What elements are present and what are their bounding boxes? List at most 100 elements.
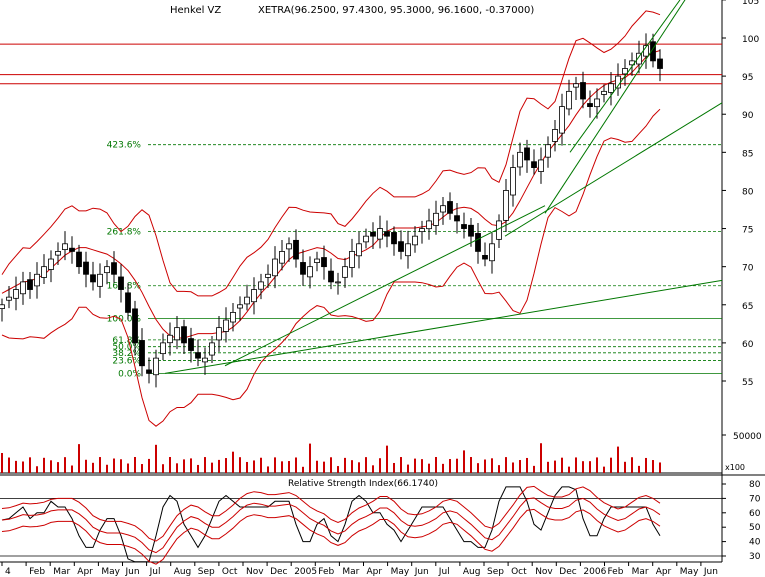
trendline-steep — [544, 0, 686, 214]
candle-body — [517, 151, 523, 168]
volume-bar — [197, 464, 199, 473]
volume-bar — [603, 466, 605, 473]
volume-bar — [505, 457, 507, 473]
candle-body — [97, 273, 103, 287]
x-tick-label: Sep — [487, 567, 504, 577]
candle-body — [356, 243, 362, 257]
volume-bar — [442, 463, 444, 473]
candle-body — [608, 83, 614, 93]
volume-bar — [211, 462, 213, 473]
x-tick-label: Sep — [198, 567, 215, 577]
price-y-tick-label: 70 — [742, 264, 754, 274]
volume-bar — [120, 459, 122, 473]
rsi-y-tick-label: 50 — [749, 523, 761, 533]
candle-body — [160, 342, 166, 355]
candle-body — [636, 52, 642, 65]
x-tick-label: Apr — [656, 567, 672, 577]
volume-y-tick-label: 50000 — [733, 432, 762, 442]
volume-bar — [414, 458, 416, 473]
bollinger-upper — [1, 10, 661, 297]
volume-bar — [141, 464, 143, 473]
candle-body — [174, 327, 180, 341]
volume-bar — [575, 457, 577, 473]
x-tick-label: May — [101, 567, 120, 577]
volume-bar — [407, 464, 409, 473]
volume-bar — [22, 461, 24, 473]
candle-body — [48, 258, 54, 270]
volume-bar — [71, 465, 73, 473]
volume-bar — [554, 460, 556, 473]
candle-body — [34, 273, 40, 287]
volume-bar — [15, 460, 17, 473]
price-y-tick-label: 75 — [742, 226, 753, 236]
x-tick-label: Nov — [535, 567, 553, 577]
x-tick-label: Apr — [77, 567, 93, 577]
volume-bar — [337, 466, 339, 473]
candle-body — [146, 369, 152, 374]
volume-bar — [631, 457, 633, 473]
candle-body — [20, 281, 26, 295]
volume-bar — [323, 461, 325, 473]
x-tick-label: Apr — [367, 567, 383, 577]
volume-bar — [316, 460, 318, 473]
x-tick-label: May — [680, 567, 699, 577]
rsi-y-tick-label: 70 — [749, 494, 761, 504]
volume-bar — [253, 460, 255, 473]
volume-bar — [113, 458, 115, 473]
candle-body — [55, 251, 61, 256]
x-tick-label: 2006 — [583, 567, 606, 577]
volume-bar — [638, 465, 640, 473]
candle-body — [181, 326, 187, 344]
volume-bar — [106, 464, 108, 473]
volume-bar — [218, 459, 220, 473]
volume-bar — [127, 463, 129, 473]
rsi-band-lower — [1, 508, 661, 565]
candle-body — [503, 190, 509, 221]
volume-bar — [435, 457, 437, 473]
candle-body — [377, 228, 383, 240]
candle-body — [307, 266, 313, 278]
x-tick-label: May — [391, 567, 410, 577]
volume-bar — [288, 461, 290, 473]
candle-body — [188, 338, 194, 351]
volume-bar — [225, 458, 227, 473]
rsi-y-tick-label: 80 — [749, 480, 761, 490]
price-y-tick-label: 95 — [742, 73, 753, 83]
volume-bar — [36, 466, 38, 473]
volume-bar — [309, 443, 311, 473]
volume-bar — [477, 463, 479, 473]
candle-body — [202, 357, 208, 363]
volume-bar — [365, 457, 367, 473]
x-tick-label: Jun — [414, 567, 429, 577]
price-y-tick-label: 80 — [742, 187, 754, 197]
candle-body — [41, 266, 47, 278]
candle-body — [594, 98, 600, 108]
volume-bar — [582, 461, 584, 473]
volume-bar — [232, 451, 234, 473]
rsi-y-tick-label: 60 — [749, 509, 761, 519]
volume-bar — [57, 462, 59, 473]
rsi-band-middle — [1, 497, 661, 554]
candle-body — [440, 205, 446, 213]
fibonacci-label: 261.8% — [107, 228, 142, 238]
volume-bar — [183, 459, 185, 473]
x-tick-label: Oct — [511, 567, 527, 577]
candle-body — [293, 239, 299, 260]
candle-body — [468, 224, 474, 237]
x-tick-label: Mar — [53, 567, 70, 577]
candle-body — [580, 82, 586, 100]
volume-bar — [29, 457, 31, 473]
volume-bar — [624, 461, 626, 473]
candle-body — [286, 243, 292, 250]
candle-body — [482, 255, 488, 260]
volume-bar — [526, 457, 528, 473]
price-y-tick-label: 85 — [742, 149, 753, 159]
volume-bar — [239, 457, 241, 473]
x-tick-label: Dec — [270, 567, 287, 577]
rsi-y-tick-label: 40 — [749, 538, 761, 548]
fibonacci-label: 23.6% — [112, 356, 141, 366]
candle-body — [426, 220, 432, 230]
volume-bar — [8, 457, 10, 473]
